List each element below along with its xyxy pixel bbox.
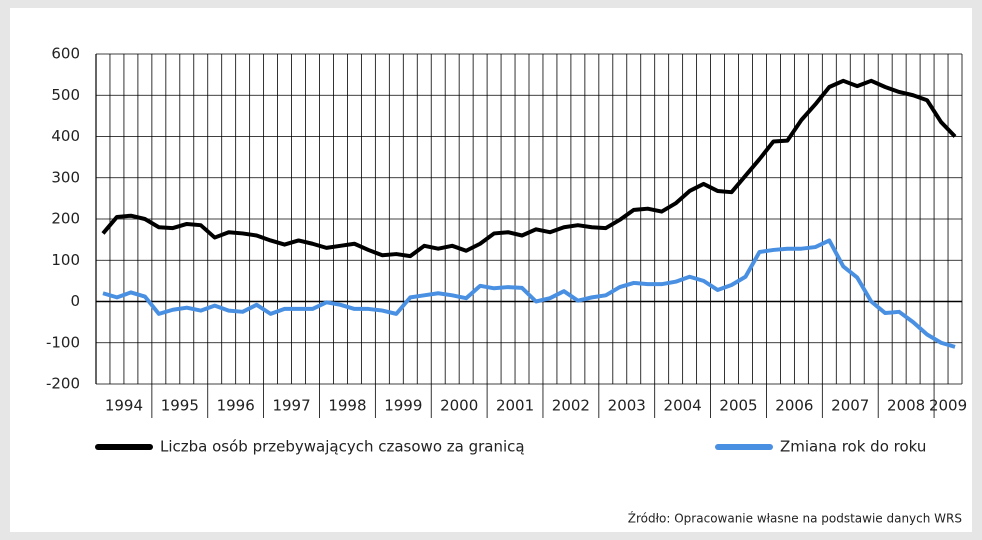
x-tick-label: 2009 <box>929 397 967 415</box>
x-tick-label: 2002 <box>552 397 590 415</box>
y-tick-label: 600 <box>51 45 80 63</box>
x-tick-label: 1999 <box>384 397 422 415</box>
y-tick-label: -100 <box>46 333 80 351</box>
source: Źródło: Opracowanie własne na podstawie … <box>628 511 962 526</box>
x-tick-label: 2005 <box>719 397 757 415</box>
series-line <box>101 78 957 259</box>
x-tick-label: 1997 <box>272 397 310 415</box>
y-tick-label: -200 <box>46 375 80 393</box>
series-line <box>102 238 956 349</box>
y-tick-label: 200 <box>51 210 80 228</box>
x-tick-label: 2007 <box>831 397 869 415</box>
legend-label: Liczba osób przebywających czasowo za gr… <box>160 438 525 456</box>
x-tick-label: 2001 <box>496 397 534 415</box>
x-tick-label: 2000 <box>440 397 478 415</box>
x-tick-label: 2008 <box>887 397 925 415</box>
x-tick-label: 1994 <box>105 397 143 415</box>
y-tick-label: 500 <box>51 86 80 104</box>
y-tick-label: 0 <box>70 292 80 310</box>
x-tick-label: 1995 <box>161 397 199 415</box>
x-tick-label: 1998 <box>328 397 366 415</box>
x-tick-label: 1996 <box>217 397 255 415</box>
x-tick-label: 2004 <box>664 397 702 415</box>
x-tick-label: 2003 <box>608 397 646 415</box>
y-tick-label: 300 <box>51 168 80 186</box>
y-tick-label: 400 <box>51 127 80 145</box>
legend-label: Zmiana rok do roku <box>780 438 926 456</box>
x-tick-label: 2006 <box>775 397 813 415</box>
y-tick-label: 100 <box>51 251 80 269</box>
